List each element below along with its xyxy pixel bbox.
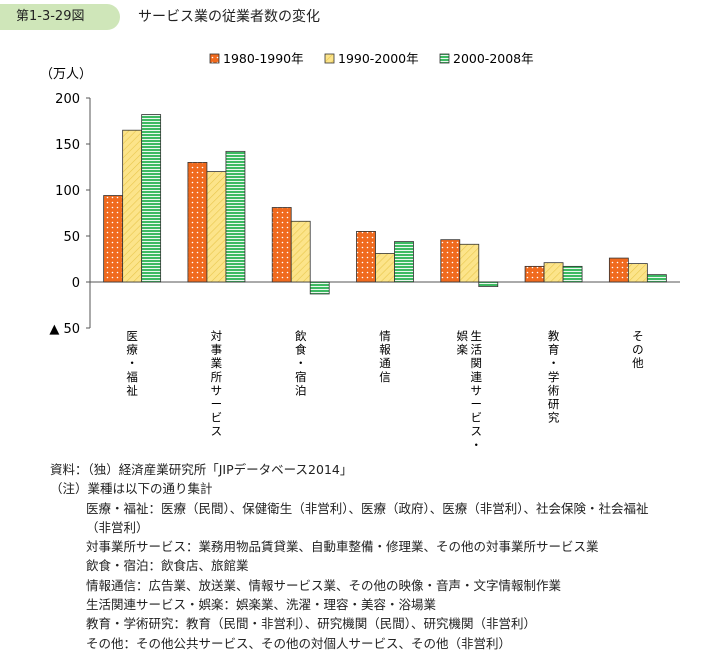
category-label-char: ー: [211, 397, 223, 411]
category-label-char: 報: [379, 343, 391, 357]
category-label-char: 研: [548, 397, 560, 411]
category-label-char: 楽: [457, 343, 469, 357]
bars: [103, 114, 667, 295]
note-line: 医療・福祉：医療（民間）、保健衛生（非営利）、医療（政府）、医療（非営利）、社会…: [86, 500, 649, 516]
bar: [478, 281, 499, 287]
y-tick-label: 50: [63, 230, 80, 245]
legend-item: 2000-2008年: [439, 51, 534, 66]
category-label-char: 育: [548, 343, 560, 357]
legend-label: 2000-2008年: [453, 51, 534, 66]
category-label-char: 医: [126, 329, 138, 343]
note-line: 対事業所サービス：業務用物品賃貸業、自動車整備・修理業、その他の対事業所サービス…: [86, 539, 599, 555]
legend-swatch: [209, 53, 220, 64]
bar: [646, 274, 667, 283]
legend-label: 1990-2000年: [338, 51, 419, 66]
bar: [103, 195, 124, 283]
bar: [206, 171, 227, 283]
bar: [459, 243, 480, 283]
category-label-char: 究: [548, 411, 560, 425]
bar: [627, 263, 648, 283]
y-tick-label: 200: [55, 92, 80, 107]
category-label-char: サ: [211, 383, 223, 397]
bar: [440, 239, 461, 283]
bar: [356, 230, 376, 283]
category-label-char: ビ: [471, 411, 483, 425]
note-line: 教育・学術研究：教育（民間・非営利）、研究機関（民間）、研究機関（非営利）: [86, 616, 537, 632]
category-label-char: 生: [471, 329, 483, 343]
y-tick-label: 0: [72, 276, 80, 291]
category-label-char: 事: [211, 343, 223, 357]
category-label-char: 娯: [457, 329, 469, 343]
category-label-char: 連: [471, 370, 483, 384]
category-label-char: ・: [471, 438, 483, 452]
bar: [543, 262, 564, 283]
bar: [122, 129, 143, 283]
category-label-char: 通: [379, 356, 391, 370]
bar: [309, 281, 330, 295]
category-label-char: 食: [295, 343, 307, 357]
note-line: 情報通信：広告業、放送業、情報サービス業、その他の映像・音声・文字情報制作業: [86, 577, 562, 593]
figure-number: 第1-3-29図: [0, 4, 120, 30]
legend-label: 1980-1990年: [223, 51, 304, 66]
category-label-char: 他: [632, 356, 644, 370]
category-label-char: ス: [211, 424, 223, 438]
bar: [225, 150, 246, 283]
category-label-char: 活: [471, 343, 483, 357]
note-line: 生活関連サービス・娯楽：娯楽業、洗濯・理容・美容・浴場業: [86, 597, 437, 613]
bar: [524, 265, 545, 283]
category-label-char: 福: [126, 370, 138, 384]
category-label-char: 情: [379, 329, 391, 343]
notes: 資料：（独）経済産業研究所「JIPデータベース2014」 （注）業種は以下の通り…: [50, 460, 690, 653]
category-label-char: ・: [126, 356, 138, 370]
category-label-char: 関: [471, 356, 483, 370]
bar: [394, 241, 414, 283]
category-label-char: ・: [548, 356, 560, 370]
category-label-char: ー: [471, 397, 483, 411]
category-label-char: 療: [126, 343, 138, 357]
bar: [562, 265, 583, 283]
note-heading: （注）業種は以下の通り集計: [50, 481, 213, 497]
bar-chart: 1980-1990年 1990-2000年 2000-2008年 （万人） 200 1…: [40, 51, 680, 452]
y-axis-label: （万人）: [40, 67, 92, 82]
category-label-char: 対: [211, 329, 223, 343]
category-labels: 医療・福祉対事業所サービス飲食・宿泊情報通信生活関連サービス・娯楽教育・学術研究…: [126, 329, 644, 452]
category-label-char: サ: [471, 383, 483, 397]
category-label-char: 信: [379, 370, 391, 384]
legend-swatch: [439, 53, 450, 64]
figure-title: サービス業の従業者数の変化: [138, 9, 320, 25]
category-label-char: ビ: [211, 411, 223, 425]
note-line: （非営利）: [86, 519, 149, 535]
bar: [375, 253, 395, 283]
bar: [187, 162, 208, 283]
category-label-char: 教: [548, 329, 560, 343]
bar: [141, 114, 162, 283]
source-note: 資料：（独）経済産業研究所「JIPデータベース2014」: [50, 462, 353, 477]
figure-header: 第1-3-29図 サービス業の従業者数の変化: [0, 0, 701, 34]
category-label-char: ・: [295, 356, 307, 370]
y-tick-label: ▲ 50: [49, 322, 80, 337]
category-label-char: ス: [471, 424, 483, 438]
legend: 1980-1990年 1990-2000年 2000-2008年: [209, 51, 534, 66]
legend-item: 1990-2000年: [324, 51, 419, 66]
category-label-char: 所: [211, 370, 223, 384]
category-label-char: そ: [632, 329, 644, 343]
category-label-char: の: [632, 343, 644, 357]
legend-item: 1980-1990年: [209, 51, 304, 66]
bar: [271, 207, 292, 283]
category-label-char: 祉: [126, 383, 138, 397]
category-label-char: 飲: [295, 329, 307, 343]
note-line: その他：その他公共サービス、その他の対個人サービス、その他（非営利）: [86, 635, 512, 651]
bar: [608, 257, 629, 283]
category-label-char: 術: [548, 383, 560, 397]
category-label-char: 業: [211, 356, 223, 370]
legend-swatch: [324, 53, 335, 64]
note-line: 飲食・宿泊：飲食店、旅館業: [86, 558, 249, 574]
bar: [290, 220, 311, 283]
y-tick-label: 150: [55, 138, 80, 153]
category-label-char: 泊: [295, 383, 307, 397]
category-label-char: 宿: [295, 370, 307, 384]
y-tick-label: 100: [55, 184, 80, 199]
category-label-char: 学: [548, 370, 560, 384]
